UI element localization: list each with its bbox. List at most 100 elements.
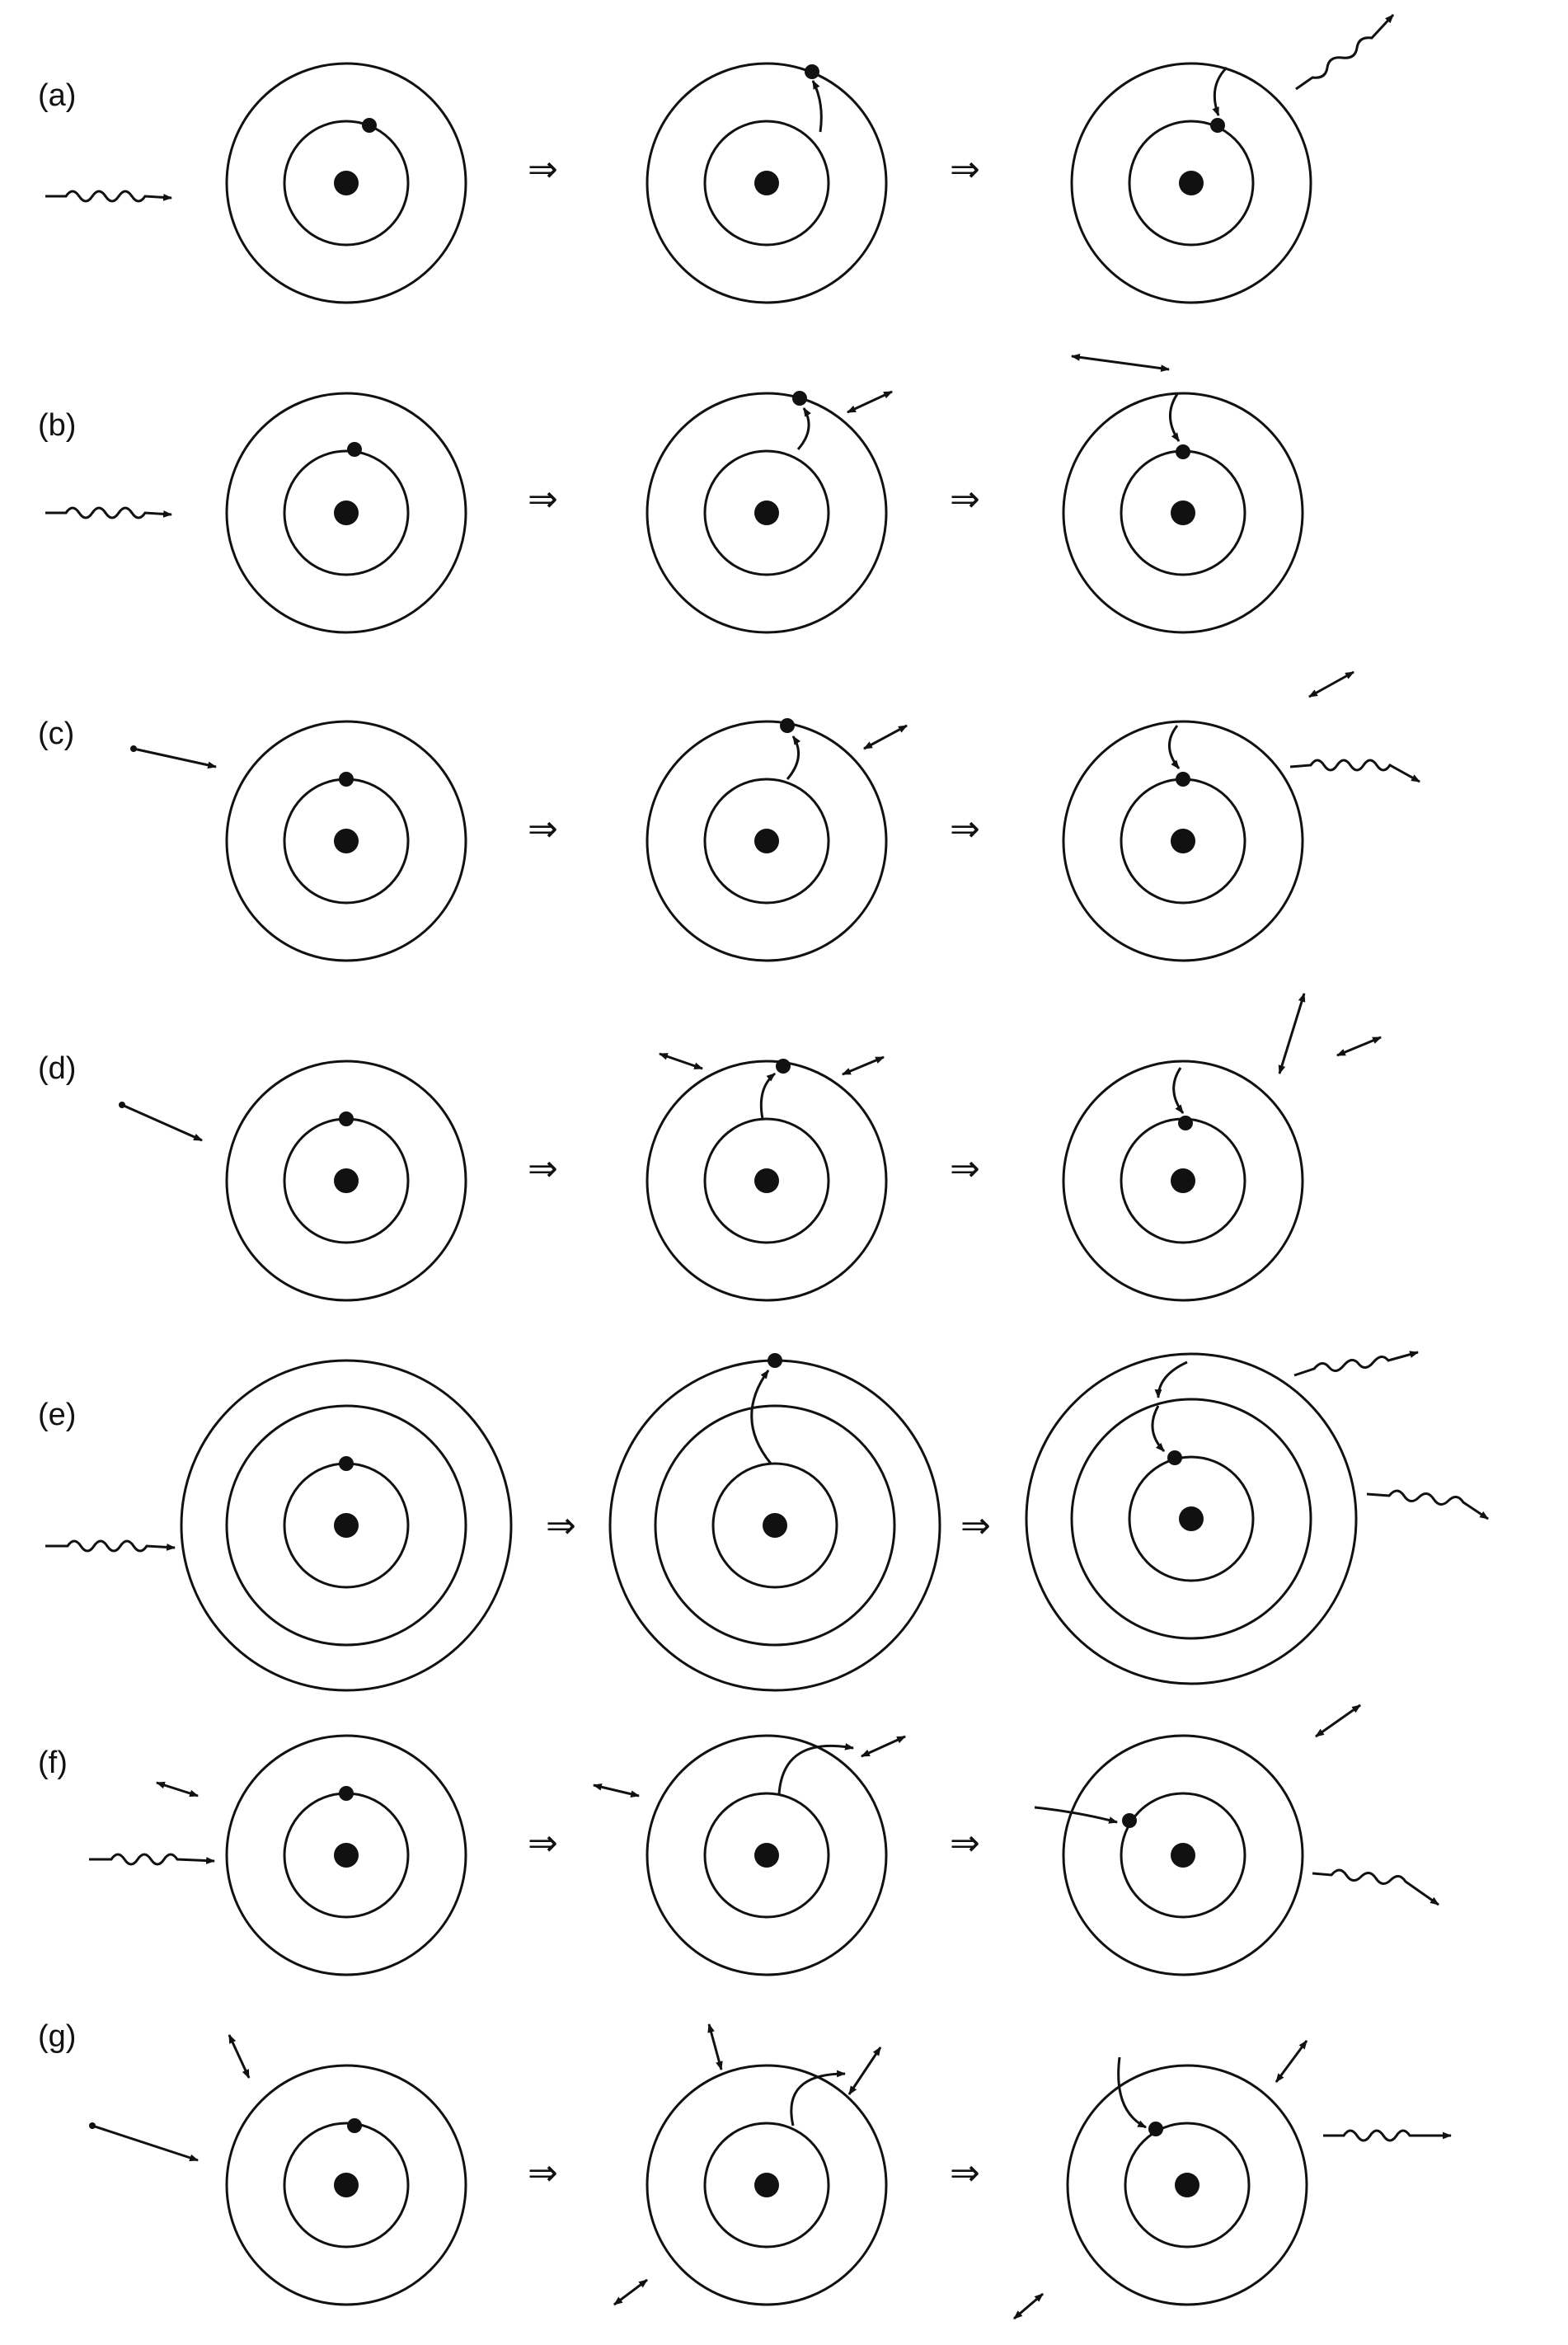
excitation-arrow [750, 1370, 772, 1464]
scattered-particle [613, 2278, 648, 2306]
decay-arrow-2 [1151, 1405, 1166, 1453]
nucleus [754, 1843, 779, 1868]
nucleus [1171, 1168, 1195, 1193]
outer-shell [646, 392, 888, 634]
atom-b-initial [225, 392, 467, 634]
incoming-particle [92, 2124, 200, 2162]
decay-arrow-1 [1154, 1360, 1188, 1399]
inner-shell [1128, 120, 1255, 247]
row-label-e: (e) [38, 1398, 76, 1432]
row-b: (b) ⇒ ⇒ [38, 353, 1304, 634]
transition-arrow: ⇒ [950, 809, 980, 849]
row-a: (a) ⇒ ⇒ [38, 13, 1395, 304]
transition-arrow: ⇒ [528, 1823, 558, 1863]
incoming-photon [45, 506, 173, 519]
capture-arrow [1117, 2056, 1147, 2129]
row-c: (c) ⇒ ⇒ [38, 670, 1420, 962]
inner-shell [1124, 2122, 1251, 2249]
inner-shell [703, 449, 830, 576]
outer-shell [1062, 1060, 1304, 1302]
atom-e-excited [608, 1353, 941, 1692]
incoming-particle [155, 1781, 200, 1798]
electron [1210, 118, 1225, 133]
transition-arrow: ⇒ [950, 1149, 980, 1189]
atom-g-ionized [646, 2064, 888, 2306]
decay-arrow [1172, 1067, 1185, 1114]
row-f: (f) ⇒ ⇒ [38, 1704, 1439, 1976]
atom-f-initial [225, 1734, 467, 1976]
nucleus [334, 1168, 359, 1193]
outer-shell [1062, 720, 1304, 962]
inner-shell [703, 120, 830, 247]
transition-arrow: ⇒ [950, 149, 980, 190]
ejection-arrow [777, 1742, 855, 1795]
nucleus [1171, 1843, 1195, 1868]
atom-d-deexcited [1062, 1060, 1304, 1302]
excitation-arrow [796, 407, 811, 450]
emitted-photon [1323, 2129, 1453, 2142]
nucleus [334, 1843, 359, 1868]
nucleus [754, 500, 779, 525]
atom-d-excited [646, 1059, 888, 1302]
transition-arrow: ⇒ [950, 2153, 980, 2193]
particle-dot [119, 1102, 125, 1108]
nucleus [1171, 500, 1195, 525]
outermost-shell [180, 1359, 513, 1692]
transition-arrow: ⇒ [960, 1506, 991, 1546]
atom-a-initial [225, 62, 467, 304]
transition-arrow: ⇒ [528, 809, 558, 849]
electron [1176, 444, 1190, 459]
scattered-particle [1013, 2292, 1044, 2320]
nucleus [334, 500, 359, 525]
outer-shell [1062, 1734, 1304, 1976]
outer-shell [225, 62, 467, 304]
electron [1167, 1450, 1182, 1465]
nucleus [763, 1513, 787, 1538]
nucleus [334, 1513, 359, 1538]
atom-b-excited [646, 391, 888, 634]
scattered-particle [847, 390, 893, 414]
scattered-particle [1336, 1036, 1383, 1057]
outer-shell [654, 1404, 896, 1647]
outer-shell [1070, 62, 1312, 304]
decay-arrow [1212, 66, 1228, 117]
scattered-particle [863, 724, 908, 750]
atom-e-deexcited [1025, 1352, 1358, 1685]
emitted-photon [1289, 759, 1420, 783]
row-label-g: (g) [38, 2019, 76, 2054]
electron [792, 391, 807, 406]
nucleus [1179, 1506, 1204, 1531]
row-g: (g) ⇒ ⇒ [38, 2019, 1453, 2320]
electron [339, 1786, 354, 1801]
outer-shell [646, 1734, 888, 1976]
scattered-particle [847, 2047, 882, 2095]
electron [805, 64, 819, 79]
atom-c-deexcited [1062, 720, 1304, 962]
outer-shell [646, 720, 888, 962]
scattered-particle [707, 2023, 723, 2071]
atom-c-initial [225, 720, 467, 962]
emitted-photon [1295, 13, 1395, 91]
transition-arrow: ⇒ [546, 1506, 576, 1546]
outer-shell [1070, 1398, 1312, 1640]
nucleus [334, 2173, 359, 2197]
outer-shell [1062, 392, 1304, 634]
particle-dot [130, 745, 137, 752]
nucleus [334, 829, 359, 853]
emitted-photon [1312, 1868, 1439, 1906]
scattered-particle [860, 1735, 907, 1758]
excitation-arrow [786, 735, 801, 780]
row-label-c: (c) [38, 717, 74, 751]
outer-shell [225, 1060, 467, 1302]
nucleus [334, 171, 359, 195]
scattered-particle [658, 1052, 704, 1070]
emitted-photon-1 [1293, 1351, 1420, 1377]
inner-shell [703, 2122, 830, 2249]
transition-arrow: ⇒ [528, 479, 558, 519]
outer-shell [225, 2064, 467, 2306]
electron [339, 1456, 354, 1471]
scattered-particle [1315, 1704, 1361, 1738]
atom-f-ionized [646, 1734, 888, 1976]
electron [1176, 772, 1190, 787]
